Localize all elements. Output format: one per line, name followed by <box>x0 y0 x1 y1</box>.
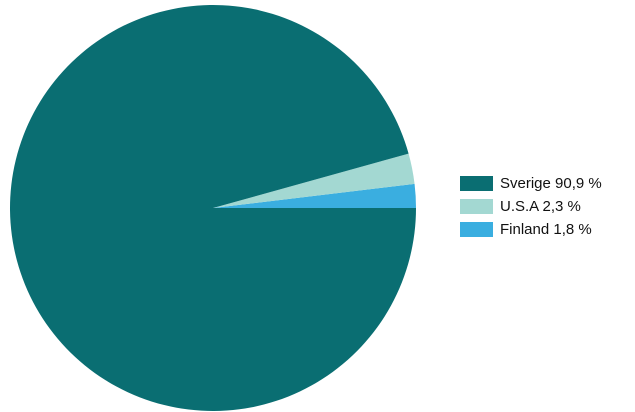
legend-item-usa: U.S.A 2,3 % <box>460 195 602 218</box>
pie-slice-finland <box>213 183 416 208</box>
legend: Sverige 90,9 % U.S.A 2,3 % Finland 1,8 % <box>460 172 602 241</box>
legend-label-finland: Finland 1,8 % <box>500 221 592 238</box>
legend-swatch-usa <box>460 199 493 214</box>
legend-swatch-finland <box>460 222 493 237</box>
legend-label-usa: U.S.A 2,3 % <box>500 198 581 215</box>
legend-item-sverige: Sverige 90,9 % <box>460 172 602 195</box>
pie-slice-usa <box>213 153 415 208</box>
legend-item-finland: Finland 1,8 % <box>460 218 602 241</box>
legend-label-sverige: Sverige 90,9 % <box>500 175 602 192</box>
pie-slice-sverige <box>10 5 417 412</box>
legend-swatch-sverige <box>460 176 493 191</box>
